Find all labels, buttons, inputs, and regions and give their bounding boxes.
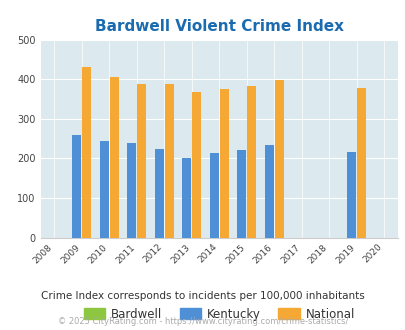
- Bar: [247, 86, 256, 238]
- Bar: [237, 150, 245, 238]
- Bar: [192, 92, 200, 238]
- Bar: [127, 143, 136, 238]
- Bar: [274, 81, 283, 238]
- Bar: [110, 77, 118, 238]
- Bar: [182, 158, 191, 238]
- Bar: [164, 84, 173, 238]
- Bar: [72, 135, 81, 238]
- Text: © 2025 CityRating.com - https://www.cityrating.com/crime-statistics/: © 2025 CityRating.com - https://www.city…: [58, 317, 347, 326]
- Bar: [219, 89, 228, 238]
- Bar: [264, 145, 273, 238]
- Bar: [209, 153, 218, 238]
- Bar: [137, 84, 146, 238]
- Title: Bardwell Violent Crime Index: Bardwell Violent Crime Index: [94, 19, 343, 34]
- Legend: Bardwell, Kentucky, National: Bardwell, Kentucky, National: [79, 303, 359, 325]
- Bar: [346, 152, 355, 238]
- Bar: [155, 149, 163, 238]
- Text: Crime Index corresponds to incidents per 100,000 inhabitants: Crime Index corresponds to incidents per…: [41, 291, 364, 301]
- Bar: [100, 141, 109, 238]
- Bar: [82, 67, 91, 238]
- Bar: [356, 87, 365, 238]
